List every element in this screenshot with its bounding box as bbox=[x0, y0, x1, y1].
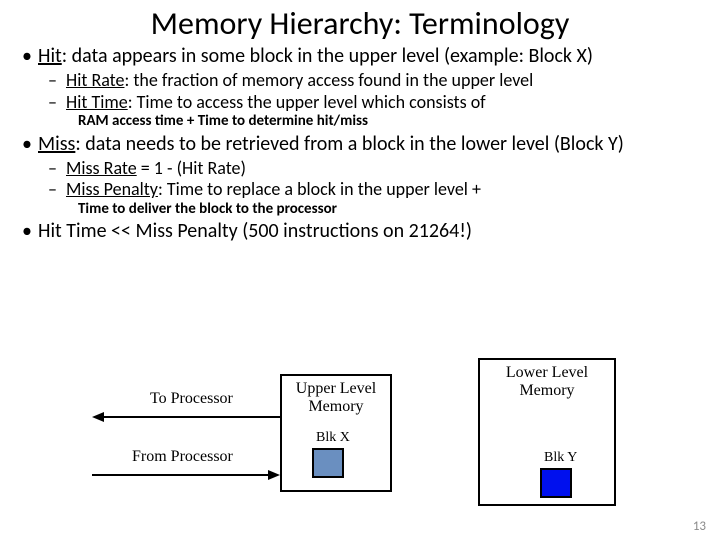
bullet-hittime: Hit Time: Time to access the upper level… bbox=[18, 92, 702, 113]
memory-diagram: To Processor From Processor Upper Level … bbox=[0, 350, 720, 520]
text-hittime: : Time to access the upper level which c… bbox=[128, 91, 486, 113]
arrow-head-from-processor bbox=[268, 470, 280, 480]
bullet-ramline: RAM access time + Time to determine hit/… bbox=[18, 113, 702, 130]
bullet-hit: Hit: data appears in some block in the u… bbox=[18, 45, 702, 68]
text-hitrate: : the fraction of memory access found in… bbox=[124, 69, 533, 91]
bullet-missrate: Miss Rate = 1 - (Hit Rate) bbox=[18, 158, 702, 179]
bullet-misspen: Miss Penalty: Time to replace a block in… bbox=[18, 179, 702, 200]
bullet-deliver: Time to deliver the block to the process… bbox=[18, 201, 702, 218]
bullet-hitrate: Hit Rate: the fraction of memory access … bbox=[18, 70, 702, 91]
arrow-head-to-processor bbox=[92, 412, 104, 422]
term-hit: Hit bbox=[38, 44, 62, 68]
text-missrate: = 1 - (Hit Rate) bbox=[137, 157, 246, 179]
arrow-from-processor bbox=[92, 474, 270, 476]
term-missrate: Miss Rate bbox=[66, 157, 137, 179]
content-area: Hit: data appears in some block in the u… bbox=[0, 45, 720, 243]
blkx-label: Blk X bbox=[316, 430, 350, 446]
upper-level-memory-label: Upper Level Memory bbox=[282, 380, 390, 417]
blkx-box bbox=[312, 448, 344, 478]
blky-box bbox=[540, 468, 572, 498]
bullet-compare: Hit Time << Miss Penalty (500 instructio… bbox=[18, 220, 702, 243]
term-hittime: Hit Time bbox=[66, 91, 128, 113]
term-misspen: Miss Penalty bbox=[66, 178, 158, 200]
lower-level-memory-label: Lower Level Memory bbox=[480, 364, 614, 401]
to-processor-label: To Processor bbox=[150, 390, 233, 408]
arrow-to-processor bbox=[102, 416, 280, 418]
term-hitrate: Hit Rate bbox=[66, 69, 124, 91]
text-misspen: : Time to replace a block in the upper l… bbox=[158, 178, 481, 200]
page-number: 13 bbox=[693, 519, 706, 534]
blky-label: Blk Y bbox=[544, 450, 577, 466]
from-processor-label: From Processor bbox=[132, 448, 233, 466]
page-title: Memory Hierarchy: Terminology bbox=[0, 0, 720, 45]
text-hit: : data appears in some block in the uppe… bbox=[62, 44, 593, 68]
term-miss: Miss bbox=[38, 132, 75, 156]
bullet-miss: Miss: data needs to be retrieved from a … bbox=[18, 133, 702, 156]
text-miss: : data needs to be retrieved from a bloc… bbox=[75, 132, 623, 156]
